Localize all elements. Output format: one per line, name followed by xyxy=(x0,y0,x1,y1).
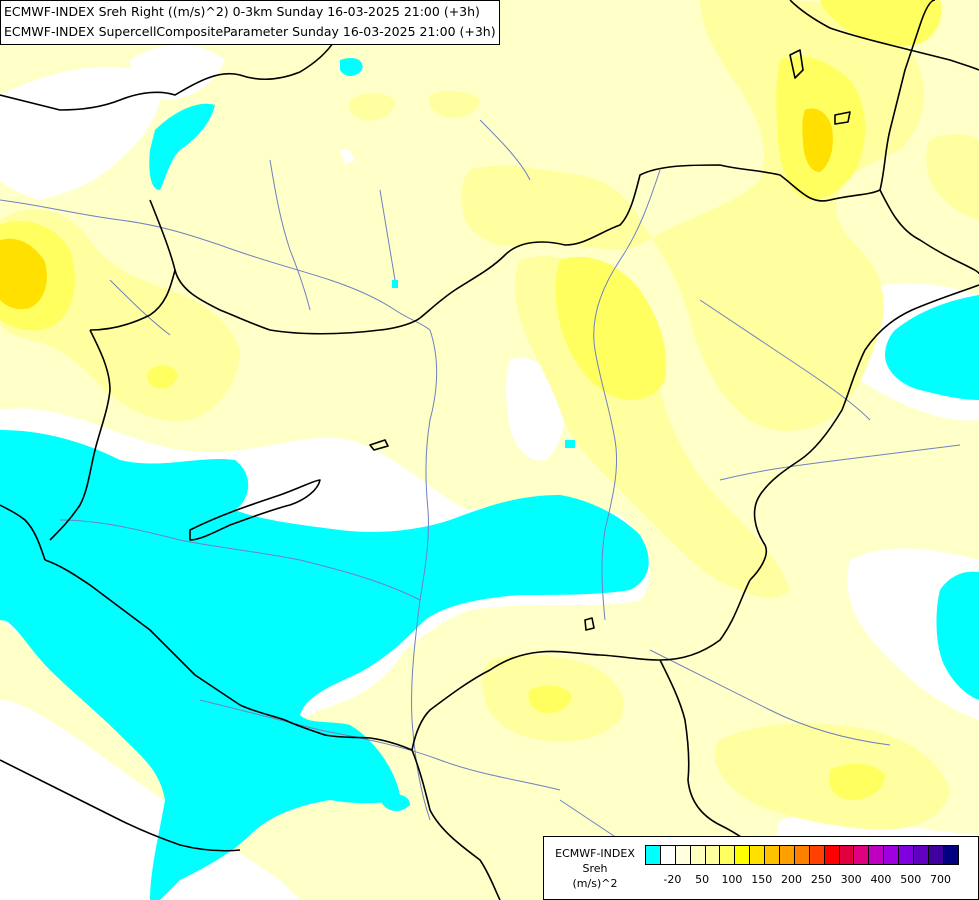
border-serbia-romania xyxy=(659,659,761,861)
border-czech-south xyxy=(149,199,421,335)
map-title-line-2: ECMWF-INDEX SupercellCompositeParameter … xyxy=(4,24,496,39)
river-north-2 xyxy=(379,189,396,281)
border-austria-slovakia xyxy=(89,269,176,331)
border-small-isl-3 xyxy=(834,111,851,125)
legend-tick-label: 250 xyxy=(810,873,832,886)
river-danube-west xyxy=(0,199,431,331)
legend-swatch xyxy=(659,845,676,865)
legend-swatch xyxy=(868,845,885,865)
y-area-southeast xyxy=(829,763,885,800)
legend-swatch xyxy=(689,845,706,865)
legend-swatch xyxy=(838,845,855,865)
gold-area-west xyxy=(0,238,47,310)
cyan-area-main xyxy=(0,430,649,900)
border-lake-balaton xyxy=(189,479,321,541)
cyan-area-southeast xyxy=(936,571,979,700)
legend-swatch xyxy=(823,845,840,865)
legend-tick-label: 100 xyxy=(721,873,743,886)
river-sava xyxy=(199,699,561,791)
map-title-line-1: ECMWF-INDEX Sreh Right ((m/s)^2) 0-3km S… xyxy=(4,4,480,19)
gold-area-northeast xyxy=(802,108,833,172)
border-hungary-croatia xyxy=(44,559,413,751)
cyan-area-north-mid xyxy=(340,58,363,76)
legend-swatch xyxy=(674,845,691,865)
ly-area-e-coast xyxy=(926,134,979,220)
legend-swatch xyxy=(898,845,915,865)
legend-swatch xyxy=(749,845,766,865)
river-tisza xyxy=(593,169,661,621)
river-southeast xyxy=(649,649,891,746)
legend-unit: (m/s)^2 xyxy=(572,877,618,890)
color-legend: ECMWF-INDEX Sreh (m/s)^2 -20 50 100 150 200 2… xyxy=(543,836,979,900)
border-north-1 xyxy=(0,39,336,111)
river-north-1 xyxy=(269,159,311,311)
border-hungary-serbia xyxy=(411,579,751,751)
legend-swatch xyxy=(793,845,810,865)
gold-areas xyxy=(0,108,833,310)
ly-area-nw-small xyxy=(348,93,395,121)
white-area-top-center xyxy=(130,45,225,100)
cyan-area-dot-1 xyxy=(565,440,575,448)
border-croatia-bosnia xyxy=(0,759,241,852)
cyan-area-south-small xyxy=(380,794,410,812)
border-bosnia-serbia xyxy=(411,749,501,900)
border-small-isl-2 xyxy=(789,49,804,79)
y-area-west-small xyxy=(147,365,178,389)
legend-swatch xyxy=(853,845,870,865)
river-danube-south xyxy=(411,329,438,821)
y-area-north-edge xyxy=(820,0,942,46)
legend-swatch xyxy=(883,845,900,865)
legend-swatch xyxy=(764,845,781,865)
white-area-small xyxy=(340,150,355,165)
border-slovakia-ukraine xyxy=(879,0,936,191)
border-romania-hungary xyxy=(749,284,979,581)
cyan-area-small-west xyxy=(0,599,22,621)
map-title-box: ECMWF-INDEX Sreh Right ((m/s)^2) 0-3km S… xyxy=(0,0,500,45)
river-north-3 xyxy=(479,119,531,181)
border-small-isl-4 xyxy=(584,617,595,631)
legend-swatches xyxy=(645,845,959,865)
border-slovakia-hungary xyxy=(419,164,881,319)
cyan-area-north-left xyxy=(149,103,215,190)
legend-swatch xyxy=(719,845,736,865)
ly-area-n-small xyxy=(428,90,480,118)
legend-tick-label: 700 xyxy=(930,873,952,886)
legend-swatch xyxy=(704,845,721,865)
legend-tick-label: 300 xyxy=(840,873,862,886)
river-west-small xyxy=(109,279,171,336)
cyan-area-dot-3 xyxy=(392,280,398,288)
legend-swatch xyxy=(779,845,795,865)
legend-swatch xyxy=(927,845,944,865)
legend-tick-label: 500 xyxy=(900,873,922,886)
y-area-center xyxy=(555,256,667,400)
river-east-1 xyxy=(699,299,871,421)
legend-tick-label: 400 xyxy=(870,873,892,886)
border-north-east xyxy=(789,0,979,71)
legend-tick-label: -20 xyxy=(663,873,682,886)
legend-swatch xyxy=(645,845,661,865)
legend-swatch xyxy=(808,845,825,865)
border-austria-slovenia xyxy=(0,504,46,561)
y-area-south xyxy=(528,685,572,713)
border-austria-hungary xyxy=(49,329,111,541)
border-small-isl-1 xyxy=(369,439,389,451)
cyan-area-east xyxy=(885,295,979,400)
legend-ticks: -20 50 100 150 200 250 300 400 500 700 xyxy=(645,873,970,887)
legend-tick-label: 200 xyxy=(781,873,803,886)
legend-tick-label: 50 xyxy=(695,873,710,886)
legend-swatch xyxy=(734,845,751,865)
legend-label: ECMWF-INDEX Sreh (m/s)^2 xyxy=(548,846,642,891)
legend-tick-label: 150 xyxy=(751,873,773,886)
legend-title-2: Sreh xyxy=(582,862,608,875)
river-east-2 xyxy=(719,444,961,481)
legend-swatch xyxy=(913,845,929,865)
legend-swatch xyxy=(942,845,959,865)
legend-title-1: ECMWF-INDEX xyxy=(555,847,635,860)
river-drava xyxy=(59,519,421,601)
border-ukraine-romania xyxy=(879,189,979,275)
